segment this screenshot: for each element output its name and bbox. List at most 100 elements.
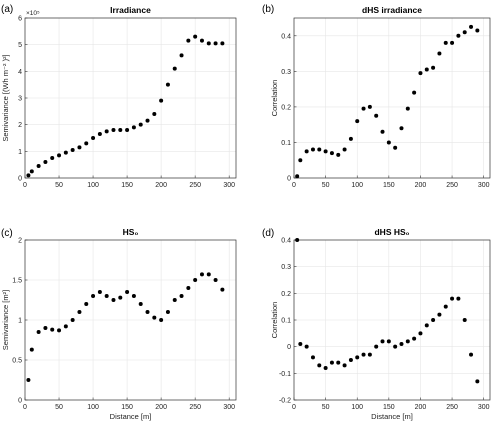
data-point	[43, 160, 48, 164]
x-tick-label: 50	[322, 182, 330, 189]
y-tick-label: 0.2	[281, 104, 291, 111]
data-point	[145, 118, 150, 123]
y-tick-label: 0.2	[281, 291, 291, 298]
x-tick-label: 200	[155, 404, 167, 411]
data-point	[323, 149, 328, 154]
x-tick-label: 50	[55, 404, 63, 411]
y-tick-label: 0.3	[281, 264, 291, 271]
data-point	[152, 112, 157, 116]
data-point	[393, 145, 398, 150]
data-point	[456, 296, 461, 301]
data-point	[418, 71, 423, 76]
data-point	[125, 290, 130, 294]
data-point	[475, 28, 480, 33]
data-point	[304, 344, 309, 349]
data-point	[348, 358, 353, 362]
x-tick-label: 0	[292, 182, 296, 189]
y-tick-label: 0.3	[281, 69, 291, 76]
data-point	[186, 286, 191, 290]
x-tick-label: 150	[383, 182, 395, 189]
data-point	[412, 336, 417, 341]
x-tick-label: 0	[23, 404, 27, 411]
x-tick-label: 300	[223, 404, 235, 411]
data-point	[84, 141, 89, 146]
data-point	[97, 290, 102, 294]
x-tick-label: 300	[478, 182, 490, 189]
data-point	[193, 278, 198, 282]
data-point	[77, 145, 82, 150]
data-point	[412, 90, 417, 95]
data-point	[431, 65, 436, 70]
chart-title: HS₀	[123, 227, 139, 237]
panel-letter: (d)	[262, 228, 274, 239]
x-tick-label: 0	[292, 404, 296, 411]
data-point	[206, 41, 211, 46]
data-point	[374, 344, 379, 349]
x-tick-label: 250	[446, 182, 458, 189]
x-axis-label: Distance [m]	[110, 412, 152, 421]
y-tick-label: 5	[18, 42, 22, 49]
data-point	[104, 294, 109, 298]
data-point	[386, 339, 391, 344]
data-point	[193, 34, 198, 39]
plot-frame	[293, 17, 491, 179]
y-tick-label: 0.1	[281, 318, 291, 325]
data-point	[450, 40, 455, 45]
data-point	[118, 295, 123, 300]
y-tick-label: 6	[18, 16, 22, 23]
data-point	[152, 315, 157, 320]
x-tick-label: 100	[87, 404, 99, 411]
data-point	[399, 126, 404, 131]
data-point	[310, 147, 315, 152]
y-axis-label: Correlation	[270, 80, 279, 117]
chart-title: Irradiance	[110, 5, 151, 15]
data-point	[342, 363, 347, 368]
data-point	[437, 312, 442, 317]
plot-frame	[24, 17, 237, 179]
y-tick-label: 1	[18, 149, 22, 156]
data-point	[342, 147, 347, 152]
plot-frame	[293, 239, 491, 401]
x-tick-label: 150	[121, 404, 133, 411]
x-axis-label: Distance [m]	[371, 412, 413, 421]
y-axis-label: Correlation	[270, 302, 279, 339]
x-tick-label: 50	[322, 404, 330, 411]
data-point	[50, 327, 55, 332]
y-tick-label: 2	[18, 238, 22, 245]
y-axis-label: Semivariance [m²]	[1, 290, 10, 350]
data-point	[304, 149, 309, 154]
plot-frame	[24, 239, 237, 401]
y-tick-label: 0.1	[281, 140, 291, 147]
data-point	[131, 125, 136, 130]
data-point	[437, 51, 442, 56]
y-exponent-label: ×10⁵	[26, 10, 40, 17]
data-point	[165, 82, 170, 87]
data-point	[70, 318, 75, 322]
data-point	[43, 326, 48, 330]
y-tick-label: -0.2	[279, 398, 291, 405]
data-point	[220, 287, 225, 292]
data-point	[26, 378, 31, 382]
data-point	[475, 379, 480, 384]
data-point	[36, 330, 41, 334]
y-tick-label: -0.1	[279, 371, 291, 378]
data-point	[355, 355, 360, 360]
data-point	[355, 119, 360, 124]
data-point	[125, 128, 130, 132]
data-point	[380, 129, 385, 134]
data-point	[317, 363, 322, 368]
x-tick-label: 150	[121, 182, 133, 189]
data-point	[462, 30, 467, 35]
data-point	[118, 128, 123, 132]
chart-title: dHS HS₀	[374, 227, 409, 237]
data-point	[172, 66, 177, 71]
data-point	[443, 304, 448, 309]
data-point	[393, 344, 398, 349]
data-point	[469, 24, 474, 29]
data-point	[50, 156, 55, 160]
data-point	[399, 342, 404, 346]
data-point	[91, 136, 96, 140]
data-point	[131, 294, 136, 298]
data-point	[199, 272, 204, 277]
data-point	[450, 296, 455, 301]
